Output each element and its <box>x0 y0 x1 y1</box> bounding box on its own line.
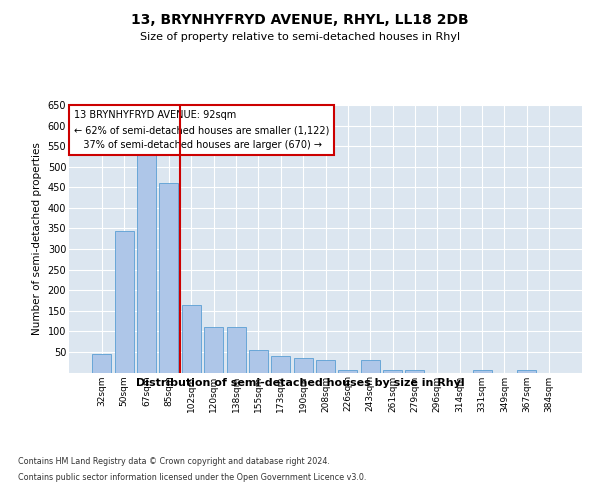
Bar <box>115 230 134 372</box>
Bar <box>383 370 402 372</box>
Bar <box>92 354 112 372</box>
Text: Size of property relative to semi-detached houses in Rhyl: Size of property relative to semi-detach… <box>140 32 460 42</box>
Bar <box>137 152 156 372</box>
Bar <box>473 370 491 372</box>
Bar <box>517 370 536 372</box>
Bar <box>316 360 335 372</box>
Bar <box>160 183 178 372</box>
Bar <box>249 350 268 372</box>
Bar <box>361 360 380 372</box>
Bar <box>227 327 245 372</box>
Bar <box>338 370 358 372</box>
Text: Distribution of semi-detached houses by size in Rhyl: Distribution of semi-detached houses by … <box>136 378 464 388</box>
Text: 13 BRYNHYFRYD AVENUE: 92sqm
← 62% of semi-detached houses are smaller (1,122)
  : 13 BRYNHYFRYD AVENUE: 92sqm ← 62% of sem… <box>74 110 329 150</box>
Text: 13, BRYNHYFRYD AVENUE, RHYL, LL18 2DB: 13, BRYNHYFRYD AVENUE, RHYL, LL18 2DB <box>131 12 469 26</box>
Bar <box>406 370 424 372</box>
Bar <box>204 327 223 372</box>
Bar <box>271 356 290 372</box>
Bar <box>293 358 313 372</box>
Bar <box>182 304 201 372</box>
Y-axis label: Number of semi-detached properties: Number of semi-detached properties <box>32 142 42 335</box>
Text: Contains public sector information licensed under the Open Government Licence v3: Contains public sector information licen… <box>18 472 367 482</box>
Text: Contains HM Land Registry data © Crown copyright and database right 2024.: Contains HM Land Registry data © Crown c… <box>18 458 330 466</box>
